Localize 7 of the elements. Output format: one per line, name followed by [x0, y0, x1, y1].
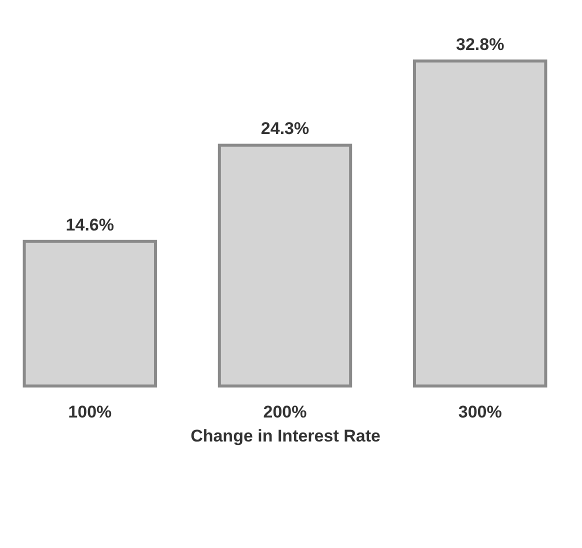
- x-tick-label: 300%: [458, 402, 502, 422]
- data-label: 32.8%: [456, 35, 504, 54]
- data-label: 24.3%: [260, 119, 310, 138]
- data-label: 14.6%: [66, 215, 114, 234]
- x-axis-title: Change in Interest Rate: [190, 426, 380, 446]
- x-tick-label: 100%: [68, 402, 112, 422]
- x-tick-label: 200%: [263, 402, 307, 422]
